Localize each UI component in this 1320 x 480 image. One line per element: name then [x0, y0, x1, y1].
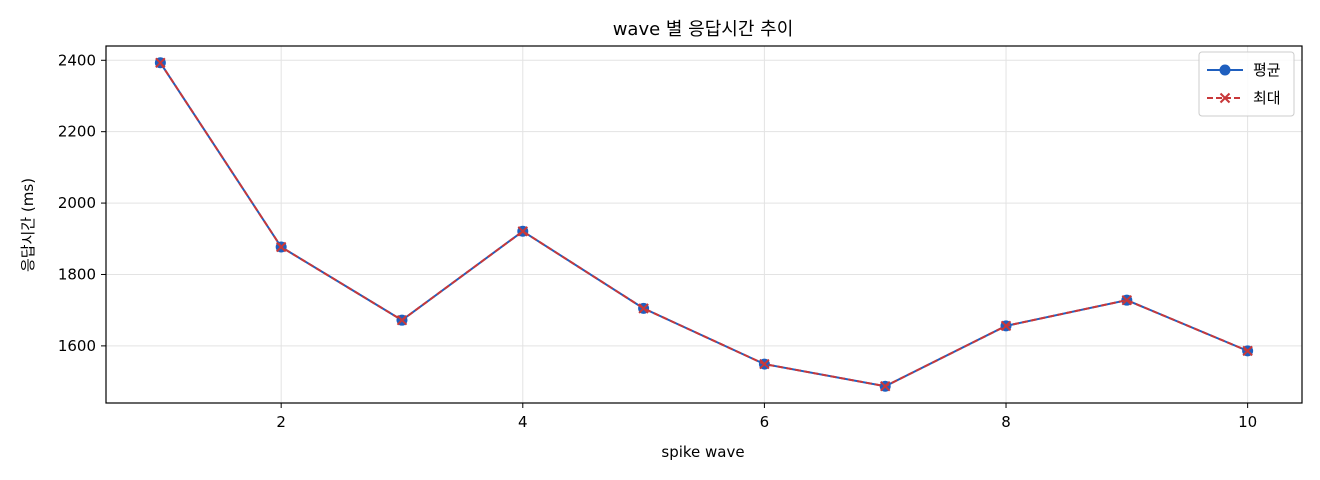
y-tick-label: 2400	[58, 51, 96, 69]
x-tick-label: 6	[760, 413, 770, 431]
x-tick-label: 4	[518, 413, 528, 431]
x-tick-label: 2	[276, 413, 286, 431]
legend-item-1-point	[1219, 64, 1231, 76]
series-1-line	[159, 62, 1249, 388]
legend-item-2-point	[1219, 92, 1231, 104]
series-2-point	[396, 314, 408, 326]
series-2-point	[1121, 294, 1133, 306]
x-axis-title: spike wave	[661, 443, 744, 461]
series-2-point	[638, 303, 649, 314]
series-2-point	[1000, 320, 1012, 332]
legend-item-2: 최대	[1207, 89, 1281, 107]
legend-item-2-label: 최대	[1253, 89, 1281, 107]
y-tick-label: 2200	[58, 123, 96, 141]
series-2-point	[517, 226, 528, 237]
legend-item-1: 평균	[1207, 61, 1281, 79]
series-1	[154, 57, 1254, 392]
series-2-point	[759, 358, 770, 370]
y-tick-label: 2000	[58, 194, 96, 212]
series-2-point	[155, 57, 166, 68]
series-2-point	[275, 241, 287, 253]
y-axis: 1600 1800 2000 2200 2400	[58, 51, 106, 355]
y-axis-title: 응답시간 (ms)	[19, 178, 37, 272]
x-axis: 2 4 6 8 10	[276, 403, 1257, 431]
chart-title: wave 별 응답시간 추이	[613, 19, 794, 40]
x-tick-label: 8	[1001, 413, 1011, 431]
x-tick-label: 10	[1238, 413, 1257, 431]
series-layer	[154, 57, 1254, 392]
plot-frame	[105, 45, 1303, 404]
series-2-point	[1242, 345, 1253, 357]
series-2-line	[159, 62, 1249, 388]
grid-lines	[106, 46, 1302, 403]
series-2-point	[880, 381, 891, 392]
y-tick-label: 1600	[58, 337, 96, 355]
series-2	[155, 57, 1253, 392]
legend-item-1-label: 평균	[1253, 61, 1281, 79]
y-tick-label: 1800	[58, 265, 96, 283]
